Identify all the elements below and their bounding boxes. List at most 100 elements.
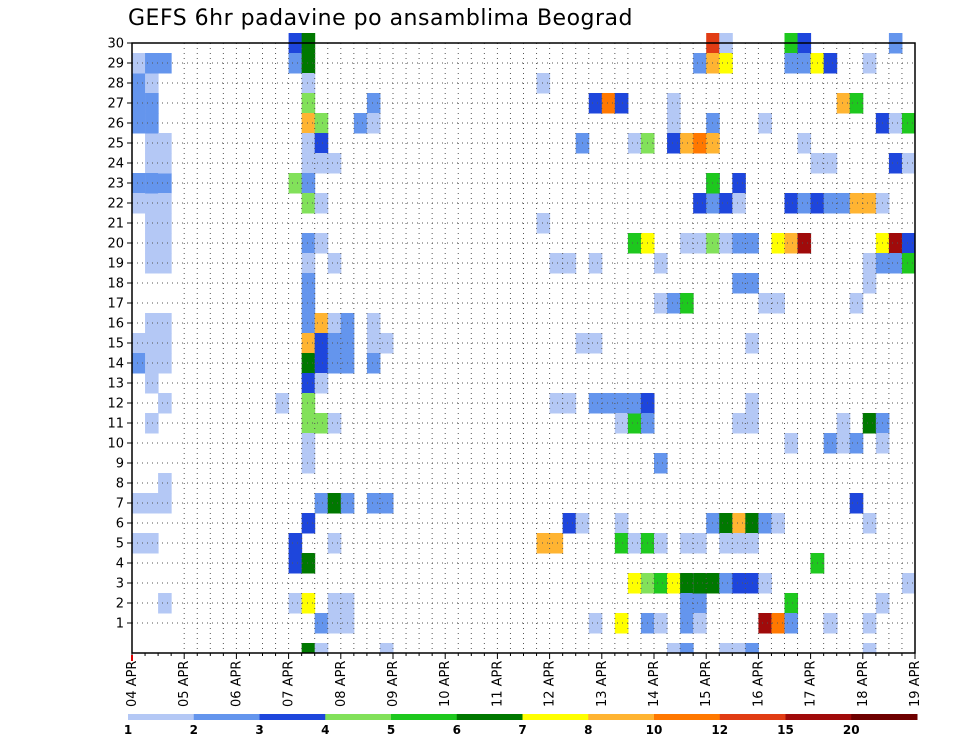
colorbar-label: 4 bbox=[321, 723, 329, 737]
heatmap-cell bbox=[301, 273, 316, 294]
heatmap-cell bbox=[719, 533, 733, 554]
heatmap-cell bbox=[158, 593, 172, 614]
heatmap-cell bbox=[614, 393, 629, 414]
heatmap-cell bbox=[823, 53, 838, 74]
heatmap-cell bbox=[823, 433, 838, 454]
heatmap-cell bbox=[862, 253, 877, 274]
heatmap-cell bbox=[836, 413, 851, 434]
heatmap-cell bbox=[536, 73, 551, 94]
heatmap-cell bbox=[314, 373, 329, 394]
colorbar-swatch bbox=[456, 714, 523, 720]
y-tick-label: 8 bbox=[116, 477, 124, 492]
heatmap-cell bbox=[301, 93, 316, 114]
heatmap-cell bbox=[145, 73, 159, 94]
heatmap-cell bbox=[549, 533, 564, 554]
heatmap-cell bbox=[732, 233, 746, 254]
heatmap-cell bbox=[327, 593, 342, 614]
heatmap-cell bbox=[862, 613, 877, 634]
heatmap-cell bbox=[784, 53, 799, 74]
x-tick-label: 04 APR bbox=[125, 661, 140, 707]
colorbar-swatch bbox=[325, 714, 392, 720]
heatmap-cell bbox=[758, 113, 772, 134]
y-tick-label: 21 bbox=[107, 217, 124, 232]
heatmap-cell bbox=[301, 643, 316, 654]
heatmap-cell bbox=[784, 613, 799, 634]
heatmap-cell bbox=[693, 233, 707, 254]
heatmap-cell bbox=[132, 73, 146, 94]
heatmap-cell bbox=[654, 533, 668, 554]
colorbar-label: 3 bbox=[255, 723, 263, 737]
heatmap-cell bbox=[627, 393, 642, 414]
heatmap-cell bbox=[601, 393, 616, 414]
heatmap-cell bbox=[145, 213, 159, 234]
y-tick-label: 2 bbox=[116, 597, 124, 612]
heatmap-cell bbox=[888, 233, 903, 254]
heatmap-cell bbox=[314, 333, 329, 354]
heatmap-cell bbox=[132, 93, 146, 114]
heatmap-cell bbox=[614, 513, 629, 534]
heatmap-cell bbox=[758, 573, 772, 594]
heatmap-cell bbox=[693, 193, 707, 214]
heatmap-cell bbox=[771, 513, 785, 534]
heatmap-cell bbox=[536, 533, 551, 554]
heatmap-cell bbox=[888, 253, 903, 274]
heatmap-cell bbox=[549, 253, 564, 274]
heatmap-cell bbox=[145, 253, 159, 274]
heatmap-cell bbox=[536, 213, 551, 234]
heatmap-cell bbox=[627, 413, 642, 434]
heatmap-cell bbox=[301, 513, 316, 534]
heatmap-cell bbox=[862, 193, 877, 214]
heatmap-cell bbox=[314, 643, 329, 654]
heatmap-cell bbox=[301, 233, 316, 254]
y-tick-label: 10 bbox=[107, 437, 124, 452]
heatmap-cell bbox=[719, 233, 733, 254]
heatmap-cell bbox=[654, 453, 668, 474]
heatmap-cell bbox=[158, 133, 172, 154]
heatmap-cell bbox=[158, 253, 172, 274]
heatmap-cell bbox=[132, 193, 146, 214]
heatmap-cell bbox=[132, 53, 146, 74]
heatmap-cell bbox=[158, 393, 172, 414]
heatmap-cell bbox=[719, 193, 733, 214]
y-tick-label: 5 bbox=[116, 537, 124, 552]
heatmap-cell bbox=[627, 533, 642, 554]
heatmap-cell bbox=[614, 413, 629, 434]
colorbar-swatch bbox=[588, 714, 655, 720]
heatmap-cell bbox=[771, 233, 785, 254]
y-tick-label: 11 bbox=[107, 417, 124, 432]
heatmap-cell bbox=[301, 113, 316, 134]
heatmap-cell bbox=[667, 573, 681, 594]
colorbar-label: 20 bbox=[843, 723, 860, 737]
heatmap-cell bbox=[862, 273, 877, 294]
y-tick-label: 15 bbox=[107, 337, 124, 352]
heatmap-cell bbox=[288, 53, 303, 74]
heatmap-cell bbox=[145, 153, 159, 174]
colorbar-label: 1 bbox=[124, 723, 132, 737]
heatmap-cell bbox=[862, 643, 877, 654]
heatmap-cell bbox=[158, 153, 172, 174]
x-tick-label: 15 APR bbox=[699, 661, 714, 707]
heatmap-cell bbox=[145, 333, 159, 354]
heatmap-cell bbox=[288, 593, 303, 614]
heatmap-cell bbox=[158, 313, 172, 334]
colorbar-swatch bbox=[193, 714, 260, 720]
heatmap-cell bbox=[366, 333, 381, 354]
heatmap-cell bbox=[732, 193, 746, 214]
heatmap-cell bbox=[836, 93, 851, 114]
y-tick-label: 14 bbox=[107, 357, 124, 372]
heatmap-cell bbox=[849, 93, 864, 114]
colorbar-swatch bbox=[851, 714, 918, 720]
heatmap-cell bbox=[158, 233, 172, 254]
heatmap-cell bbox=[301, 373, 316, 394]
heatmap-cell bbox=[680, 643, 694, 654]
heatmap-cell bbox=[314, 113, 329, 134]
heatmap-cell bbox=[732, 513, 746, 534]
heatmap-cell bbox=[562, 513, 577, 534]
x-tick-label: 19 APR bbox=[908, 661, 923, 707]
heatmap-cell bbox=[719, 573, 733, 594]
heatmap-cell bbox=[823, 153, 838, 174]
heatmap-cell bbox=[758, 293, 772, 314]
heatmap-cell bbox=[301, 53, 316, 74]
heatmap-cell bbox=[771, 293, 785, 314]
heatmap-cell bbox=[797, 53, 812, 74]
